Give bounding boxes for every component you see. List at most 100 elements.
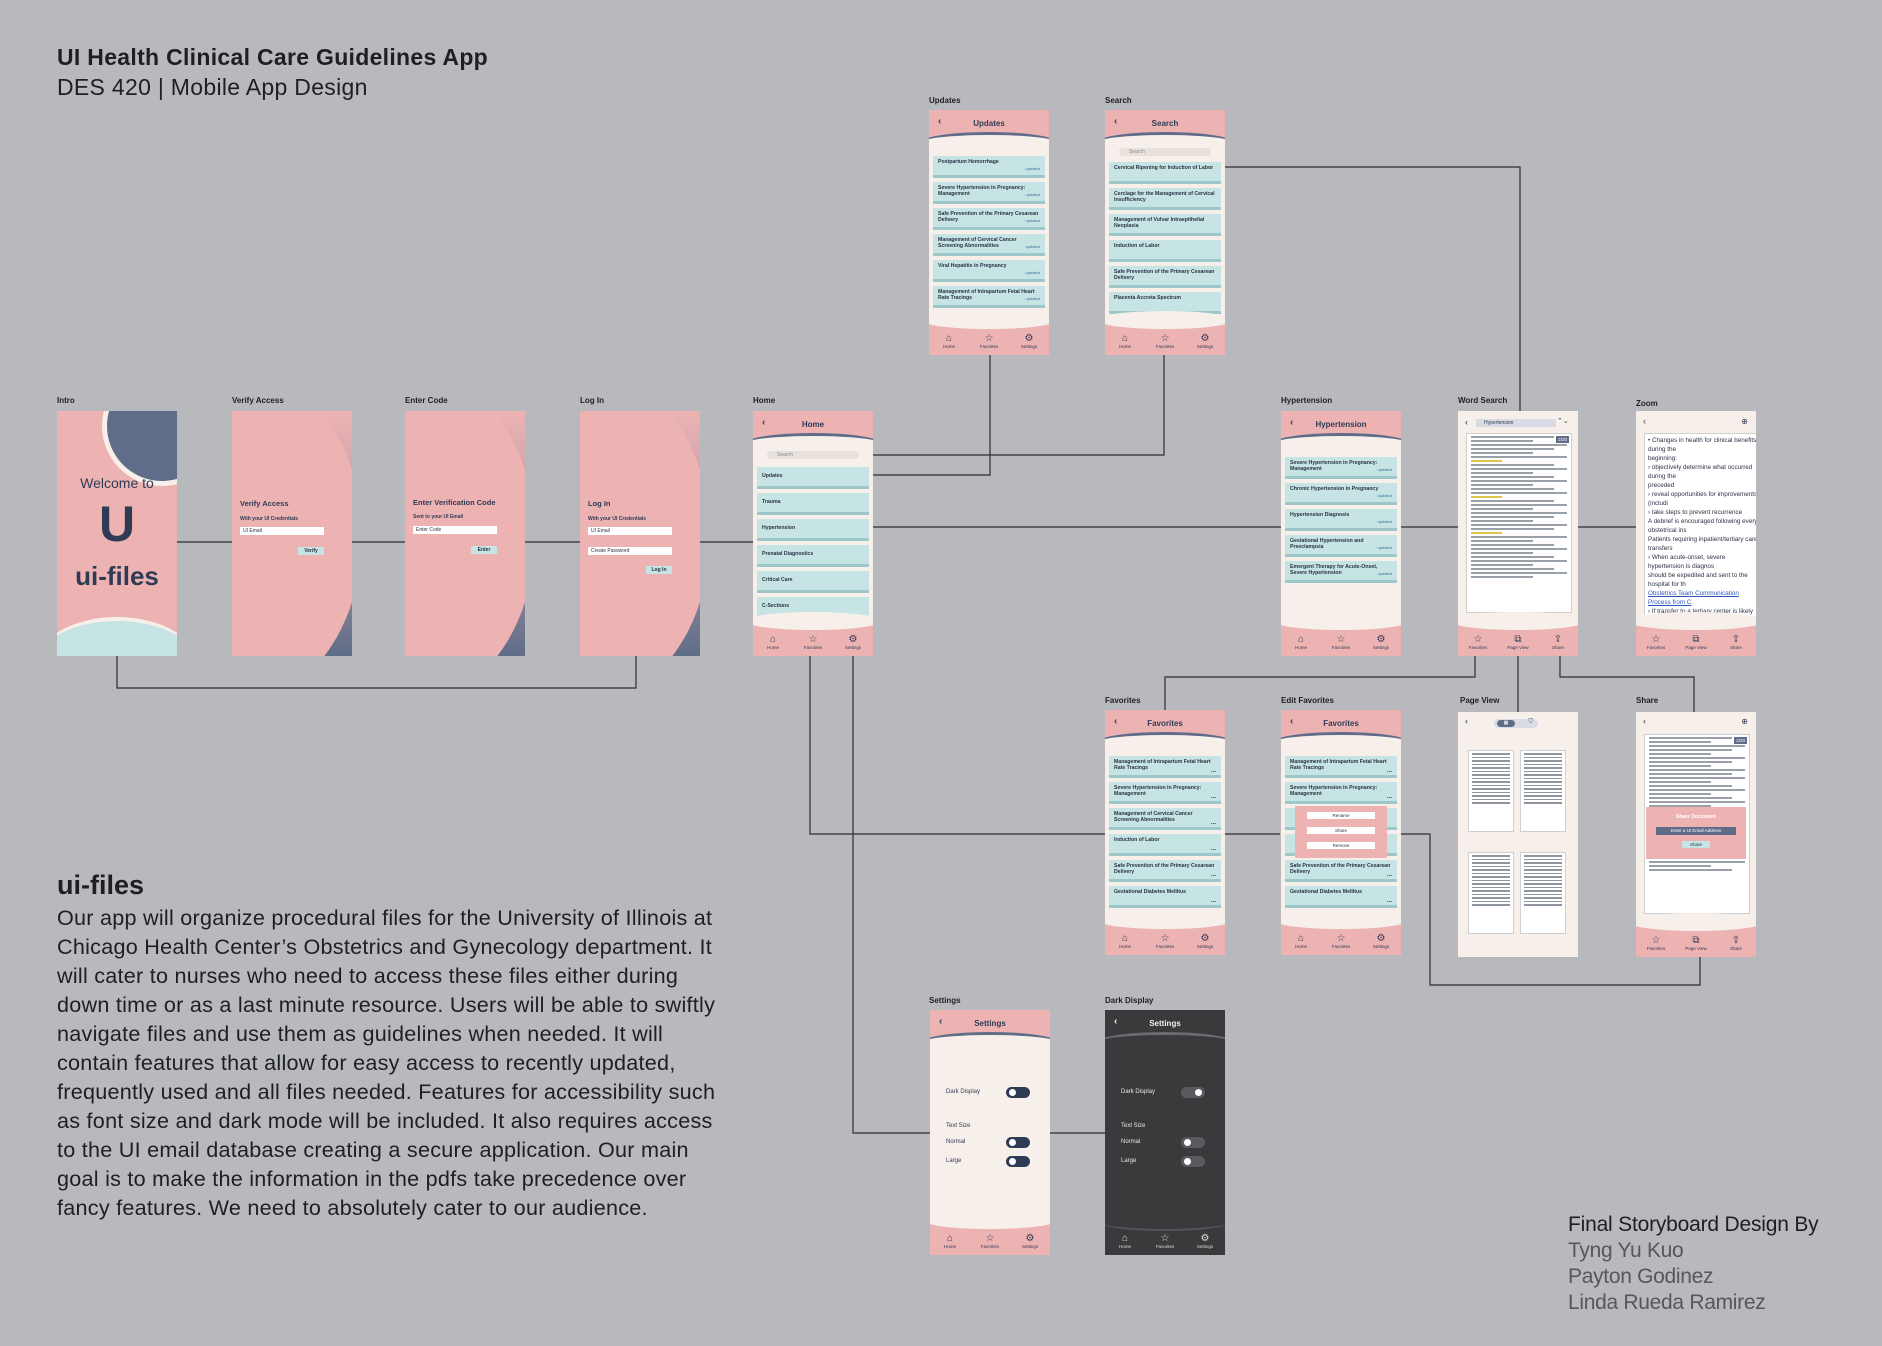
search-input[interactable]: Search <box>1119 148 1211 156</box>
password-field[interactable]: Create Password <box>588 547 672 555</box>
list-item[interactable]: Severe Hypertension in Pregnancy: Manage… <box>1285 457 1397 476</box>
back-icon[interactable]: ‹ <box>1290 716 1294 727</box>
list-item[interactable]: Hypertension <box>757 519 869 538</box>
back-icon[interactable]: ‹ <box>1114 1016 1118 1027</box>
back-icon[interactable]: ‹ <box>1643 416 1646 426</box>
nav-favorites[interactable]: ☆ Favorites <box>1323 933 1359 949</box>
email-field[interactable]: Enter a UI Email Address <box>1656 827 1736 835</box>
code-field[interactable]: Enter Code <box>413 526 497 534</box>
search-input[interactable]: Search <box>767 451 859 459</box>
list-item[interactable]: Prenatal Diagnostics <box>757 545 869 564</box>
list-item[interactable]: C-Sections <box>757 597 869 616</box>
search-icon[interactable]: ⊕ <box>1741 717 1748 726</box>
grid-view-icon[interactable]: ▦ <box>1497 720 1515 727</box>
nav-home[interactable]: ⌂ Home <box>1107 933 1143 949</box>
nav-share[interactable]: ⇪ Share <box>1718 634 1754 650</box>
normal-size-toggle[interactable] <box>1006 1137 1030 1148</box>
normal-size-toggle[interactable] <box>1181 1137 1205 1148</box>
enter-button[interactable]: Enter <box>471 546 497 554</box>
list-item[interactable]: Severe Hypertension in Pregnancy: Manage… <box>1285 782 1397 801</box>
list-item[interactable]: Emergent Therapy for Acute-Onset, Severe… <box>1285 561 1397 580</box>
dark-display-toggle[interactable] <box>1181 1087 1205 1098</box>
back-icon[interactable]: ‹ <box>1114 116 1118 127</box>
remove-button[interactable]: Remove <box>1307 842 1375 849</box>
nav-favorites[interactable]: ☆ Favorites <box>1638 935 1674 951</box>
word-search-input[interactable]: Hypertension <box>1476 419 1556 427</box>
list-item[interactable]: Gestational Hypertension and Preeclampsi… <box>1285 535 1397 554</box>
back-icon[interactable]: ‹ <box>1465 716 1468 726</box>
nav-share[interactable]: ⇪ Share <box>1540 634 1576 650</box>
nav-settings[interactable]: ⚙ Settings <box>1363 634 1399 650</box>
back-icon[interactable]: ‹ <box>1114 716 1118 727</box>
nav-settings[interactable]: ⚙ Settings <box>1363 933 1399 949</box>
nav-home[interactable]: ⌂ Home <box>1107 1233 1143 1249</box>
share-button[interactable]: Share <box>1307 827 1375 834</box>
list-item[interactable]: Management of Intrapartum Fetal Heart Ra… <box>1285 756 1397 775</box>
back-icon[interactable]: ‹ <box>1465 417 1468 427</box>
list-item[interactable]: Management of Cervical Cancer Screening … <box>1109 808 1221 827</box>
nav-page-view[interactable]: ⧉ Page View <box>1500 634 1536 650</box>
nav-favorites[interactable]: ☆ Favorites <box>1323 634 1359 650</box>
list-item[interactable]: Severe Hypertension in Pregnancy: Manage… <box>1109 782 1221 801</box>
log-in-button[interactable]: Log In <box>646 566 672 574</box>
list-item[interactable]: Postpartum Hemorrhage updated <box>933 156 1045 175</box>
back-icon[interactable]: ‹ <box>1290 417 1294 428</box>
nav-settings[interactable]: ⚙ Settings <box>1187 1233 1223 1249</box>
list-item[interactable]: Cervical Ripening for Induction of Labor <box>1109 162 1221 181</box>
list-item[interactable]: Management of Intrapartum Fetal Heart Ra… <box>1109 756 1221 775</box>
chevron-up-down-icon[interactable]: ⌃⌄ <box>1557 418 1569 425</box>
nav-share[interactable]: ⇪ Share <box>1718 935 1754 951</box>
nav-favorites[interactable]: ☆ Favorites <box>1147 933 1183 949</box>
nav-home[interactable]: ⌂ Home <box>755 634 791 650</box>
nav-favorites[interactable]: ☆ Favorites <box>1147 333 1183 349</box>
list-item[interactable]: Gestational Diabetes Mellitus... <box>1285 886 1397 905</box>
page-thumbnail[interactable] <box>1468 750 1514 832</box>
nav-settings[interactable]: ⚙ Settings <box>1012 1233 1048 1249</box>
search-icon[interactable]: ⊕ <box>1741 417 1748 426</box>
view-toggle[interactable]: ▦ ⛉ <box>1494 719 1538 728</box>
large-size-toggle[interactable] <box>1006 1156 1030 1167</box>
list-item[interactable]: Chronic Hypertension in Pregnancy updated <box>1285 483 1397 502</box>
large-size-toggle[interactable] <box>1181 1156 1205 1167</box>
dark-display-toggle[interactable] <box>1006 1087 1030 1098</box>
rename-button[interactable]: Rename <box>1307 812 1375 819</box>
list-item[interactable]: Gestational Diabetes Mellitus... <box>1109 886 1221 905</box>
list-item[interactable]: Placenta Accreta Spectrum <box>1109 292 1221 311</box>
nav-home[interactable]: ⌂ Home <box>1283 634 1319 650</box>
nav-favorites[interactable]: ☆ Favorites <box>971 333 1007 349</box>
list-item[interactable]: Trauma <box>757 493 869 512</box>
nav-favorites[interactable]: ☆ Favorites <box>795 634 831 650</box>
list-item[interactable]: Management of Vulvar Intraepithelial Neo… <box>1109 214 1221 233</box>
email-field[interactable]: UI Email <box>240 527 324 535</box>
list-item[interactable]: Cerclage for the Management of Cervical … <box>1109 188 1221 207</box>
verify-button[interactable]: Verify <box>298 547 324 555</box>
back-icon[interactable]: ‹ <box>762 417 766 428</box>
page-thumbnail[interactable] <box>1520 852 1566 934</box>
list-item[interactable]: Safe Prevention of the Primary Cesarean … <box>1109 860 1221 879</box>
list-item[interactable]: Induction of Labor... <box>1109 834 1221 853</box>
back-icon[interactable]: ‹ <box>939 1016 943 1027</box>
list-item[interactable]: Viral Hepatitis in Pregnancy updated <box>933 260 1045 279</box>
list-item[interactable]: Induction of Labor <box>1109 240 1221 259</box>
list-item[interactable]: Safe Prevention of the Primary Cesarean … <box>1285 860 1397 879</box>
nav-settings[interactable]: ⚙ Settings <box>1187 333 1223 349</box>
nav-settings[interactable]: ⚙ Settings <box>1011 333 1047 349</box>
page-thumbnail[interactable] <box>1468 852 1514 934</box>
list-item[interactable]: Management of Cervical Cancer Screening … <box>933 234 1045 253</box>
page-thumbnail[interactable] <box>1520 750 1566 832</box>
list-item[interactable]: Critical Care <box>757 571 869 590</box>
nav-home[interactable]: ⌂ Home <box>1283 933 1319 949</box>
email-field[interactable]: UI Email <box>588 527 672 535</box>
nav-settings[interactable]: ⚙ Settings <box>1187 933 1223 949</box>
nav-favorites[interactable]: ☆ Favorites <box>1460 634 1496 650</box>
nav-home[interactable]: ⌂ Home <box>932 1233 968 1249</box>
back-icon[interactable]: ‹ <box>1643 716 1646 726</box>
nav-favorites[interactable]: ☆ Favorites <box>1638 634 1674 650</box>
nav-settings[interactable]: ⚙ Settings <box>835 634 871 650</box>
nav-home[interactable]: ⌂ Home <box>931 333 967 349</box>
nav-page-view[interactable]: ⧉ Page View <box>1678 935 1714 951</box>
nav-home[interactable]: ⌂ Home <box>1107 333 1143 349</box>
list-item[interactable]: Severe Hypertension in Pregnancy: Manage… <box>933 182 1045 201</box>
nav-favorites[interactable]: ☆ Favorites <box>972 1233 1008 1249</box>
nav-page-view[interactable]: ⧉ Page View <box>1678 634 1714 650</box>
